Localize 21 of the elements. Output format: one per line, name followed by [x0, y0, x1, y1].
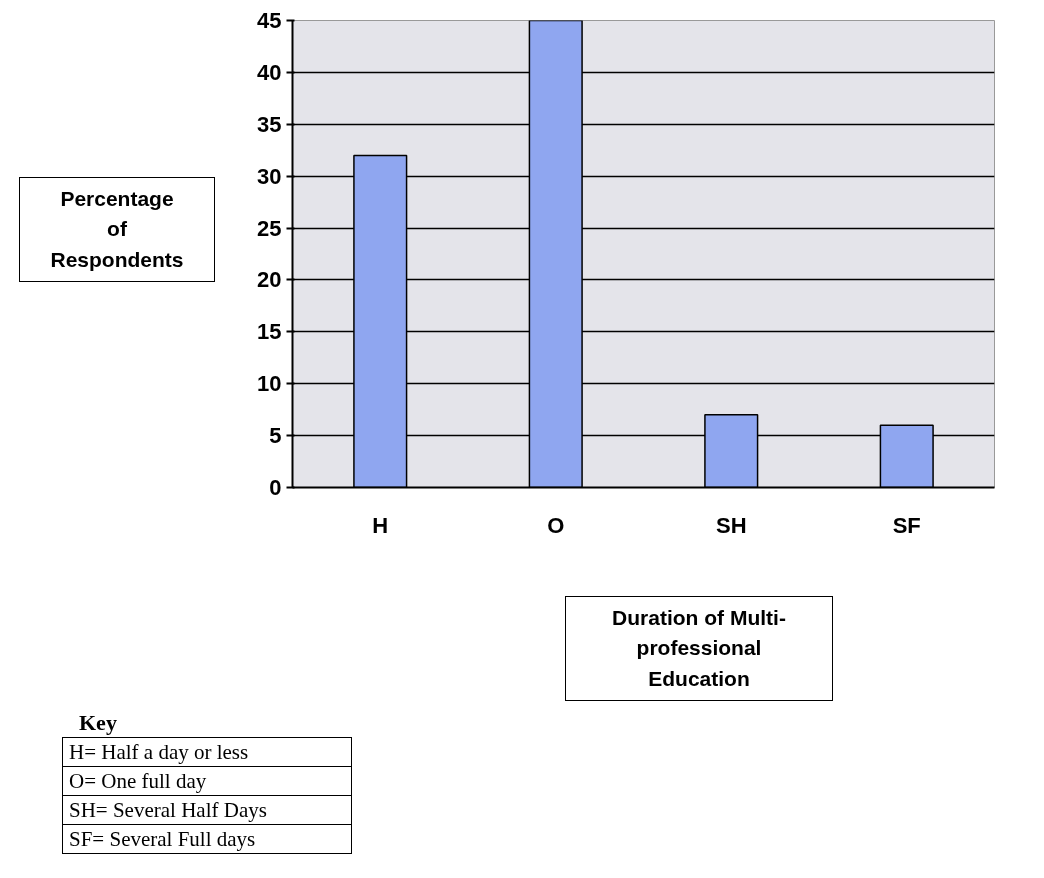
- y-tick-label: 10: [257, 371, 282, 397]
- y-tick-label: 45: [257, 8, 282, 33]
- x-tick-label: O: [547, 512, 565, 538]
- y-tick-label: 20: [257, 267, 282, 293]
- y-tick-label: 35: [257, 111, 282, 137]
- y-tick-label: 0: [269, 475, 282, 500]
- x-tick-label: H: [372, 512, 389, 538]
- text: SH= Several Half Days: [62, 795, 352, 825]
- y-tick-label: 15: [257, 319, 282, 345]
- y-tick-label: 5: [269, 423, 282, 449]
- x-tick-label: SF: [892, 512, 921, 538]
- y-axis-title: Percentage of Respondents: [19, 177, 215, 283]
- y-tick-label: 30: [257, 163, 282, 189]
- y-tick-label: 25: [257, 215, 282, 241]
- text: H= Half a day or less: [62, 737, 352, 767]
- x-axis-title: Duration of Multi-professional Education: [565, 596, 833, 702]
- y-tick-label: 40: [257, 59, 282, 85]
- text: O= One full day: [62, 766, 352, 796]
- x-tick-label: SH: [715, 512, 747, 538]
- text: Key: [79, 710, 118, 736]
- text: SF= Several Full days: [62, 824, 352, 854]
